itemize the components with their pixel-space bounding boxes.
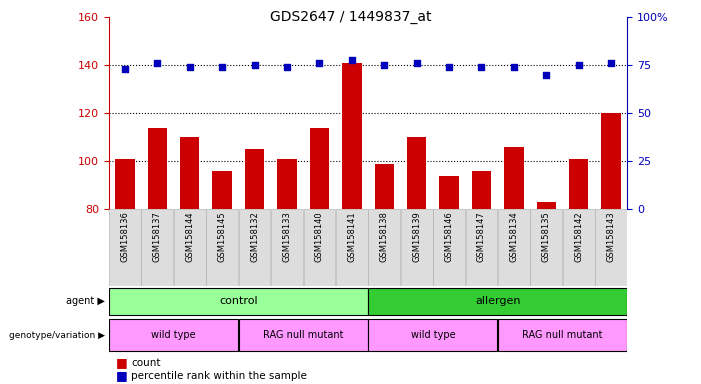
Bar — [440, 176, 458, 209]
Text: GSM158142: GSM158142 — [574, 212, 583, 262]
Bar — [595, 209, 627, 286]
Point — [217, 64, 228, 70]
Text: GSM158143: GSM158143 — [606, 212, 615, 262]
Bar — [304, 209, 335, 286]
Bar — [498, 319, 627, 351]
Text: GDS2647 / 1449837_at: GDS2647 / 1449837_at — [270, 10, 431, 23]
Bar — [433, 209, 465, 286]
Bar — [115, 159, 135, 209]
Bar — [368, 319, 498, 351]
Bar — [310, 128, 329, 209]
Point — [184, 64, 196, 70]
Bar — [180, 137, 199, 209]
Bar — [147, 128, 167, 209]
Text: GSM158136: GSM158136 — [121, 212, 130, 262]
Bar — [278, 159, 297, 209]
Text: GSM158133: GSM158133 — [283, 212, 292, 262]
Bar — [109, 288, 368, 315]
Text: count: count — [131, 358, 161, 368]
Text: agent ▶: agent ▶ — [67, 296, 105, 306]
Text: wild type: wild type — [411, 330, 455, 340]
Bar — [271, 209, 303, 286]
Text: GSM158134: GSM158134 — [510, 212, 519, 262]
Bar — [174, 209, 205, 286]
Bar — [498, 209, 530, 286]
Bar — [206, 209, 238, 286]
Bar — [142, 209, 173, 286]
Point — [476, 64, 487, 70]
Text: control: control — [219, 296, 258, 306]
Text: RAG null mutant: RAG null mutant — [522, 330, 603, 340]
Bar — [504, 147, 524, 209]
Text: GSM158145: GSM158145 — [217, 212, 226, 262]
Text: GSM158140: GSM158140 — [315, 212, 324, 262]
Text: genotype/variation ▶: genotype/variation ▶ — [9, 331, 105, 339]
Bar — [336, 209, 368, 286]
Bar — [465, 209, 498, 286]
Bar — [531, 209, 562, 286]
Point — [346, 56, 358, 63]
Bar — [238, 209, 271, 286]
Bar — [368, 288, 627, 315]
Text: GSM158147: GSM158147 — [477, 212, 486, 262]
Bar — [342, 63, 362, 209]
Point — [314, 60, 325, 66]
Text: ■: ■ — [116, 369, 128, 382]
Text: GSM158137: GSM158137 — [153, 212, 162, 262]
Text: wild type: wild type — [151, 330, 196, 340]
Bar — [537, 202, 556, 209]
Point — [151, 60, 163, 66]
Bar — [401, 209, 433, 286]
Text: GSM158138: GSM158138 — [380, 212, 389, 262]
Text: GSM158139: GSM158139 — [412, 212, 421, 262]
Text: GSM158132: GSM158132 — [250, 212, 259, 262]
Point — [119, 66, 130, 72]
Point — [573, 62, 585, 68]
Text: percentile rank within the sample: percentile rank within the sample — [131, 371, 307, 381]
Bar — [374, 164, 394, 209]
Point — [249, 62, 260, 68]
Bar — [245, 149, 264, 209]
Text: GSM158146: GSM158146 — [444, 212, 454, 262]
Text: GSM158144: GSM158144 — [185, 212, 194, 262]
Text: GSM158135: GSM158135 — [542, 212, 551, 262]
Point — [411, 60, 422, 66]
Bar — [569, 159, 589, 209]
Point — [508, 64, 519, 70]
Bar — [563, 209, 594, 286]
Bar — [109, 319, 238, 351]
Bar — [472, 171, 491, 209]
Bar — [407, 137, 426, 209]
Text: allergen: allergen — [475, 296, 520, 306]
Point — [379, 62, 390, 68]
Bar — [212, 171, 232, 209]
Bar — [601, 113, 621, 209]
Point — [281, 64, 292, 70]
Point — [444, 64, 455, 70]
Bar — [238, 319, 368, 351]
Bar — [368, 209, 400, 286]
Point — [540, 72, 552, 78]
Bar — [109, 209, 141, 286]
Point — [606, 60, 617, 66]
Text: RAG null mutant: RAG null mutant — [263, 330, 343, 340]
Text: ■: ■ — [116, 356, 128, 369]
Text: GSM158141: GSM158141 — [347, 212, 356, 262]
